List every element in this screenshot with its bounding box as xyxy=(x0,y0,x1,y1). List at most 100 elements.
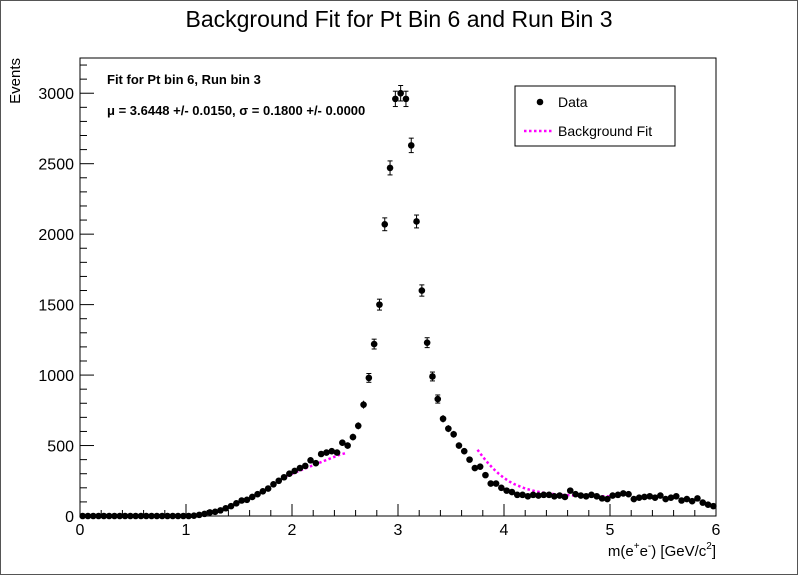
data-point xyxy=(270,480,277,488)
chart-title: Background Fit for Pt Bin 6 and Run Bin … xyxy=(185,6,613,32)
y-tick-label: 1500 xyxy=(38,298,74,315)
data-point xyxy=(381,220,389,228)
data-point xyxy=(471,464,479,472)
data-point xyxy=(413,218,420,225)
data-point xyxy=(323,449,330,456)
data-point xyxy=(312,459,320,467)
legend-data-label: Data xyxy=(558,94,588,110)
data-point xyxy=(609,492,616,499)
data-point xyxy=(354,422,362,430)
data-point xyxy=(360,401,367,408)
data-point xyxy=(153,512,161,520)
y-tick-label: 0 xyxy=(65,509,74,526)
data-point xyxy=(593,492,601,500)
data-point xyxy=(487,480,495,487)
data-point xyxy=(694,495,701,502)
data-point xyxy=(635,494,643,501)
fit-annotation-title: Fit for Pt bin 6, Run bin 3 xyxy=(107,72,261,87)
data-point xyxy=(672,492,680,500)
data-point xyxy=(217,507,224,514)
data-point xyxy=(556,492,563,499)
data-point xyxy=(492,480,500,487)
data-point xyxy=(190,512,198,520)
data-point xyxy=(476,463,484,470)
data-point xyxy=(445,425,452,432)
data-point xyxy=(604,495,611,503)
legend-data-marker xyxy=(536,98,544,106)
data-point xyxy=(248,493,256,501)
data-point xyxy=(132,512,139,520)
data-point xyxy=(540,491,548,499)
x-tick-label: 3 xyxy=(394,522,403,539)
x-tick-label: 1 xyxy=(182,522,191,539)
data-point xyxy=(84,512,92,520)
x-tick-label: 0 xyxy=(76,522,85,539)
data-point xyxy=(551,492,558,500)
x-tick-label: 2 xyxy=(288,522,297,539)
data-point xyxy=(349,433,357,441)
y-tick-label: 2000 xyxy=(38,227,74,244)
data-point xyxy=(105,512,113,520)
data-point xyxy=(275,477,283,485)
data-point xyxy=(667,494,675,501)
data-point xyxy=(529,491,537,499)
data-point xyxy=(678,497,685,504)
data-point xyxy=(116,512,124,520)
data-point xyxy=(503,487,510,494)
y-tick-label: 1000 xyxy=(38,368,74,385)
data-point xyxy=(482,471,489,479)
data-point xyxy=(148,512,155,520)
data-point xyxy=(164,512,171,520)
x-tick-label: 5 xyxy=(606,522,615,539)
data-point xyxy=(423,339,431,346)
data-point xyxy=(614,491,622,499)
data-point xyxy=(572,490,579,498)
x-axis-label: m(e+e-) [GeV/c2] xyxy=(608,541,716,560)
data-point xyxy=(280,473,288,481)
data-point xyxy=(710,502,717,510)
data-point xyxy=(238,497,245,504)
data-point xyxy=(524,492,532,500)
data-point xyxy=(174,512,182,520)
data-point xyxy=(439,415,447,423)
data-point xyxy=(598,495,606,502)
data-point xyxy=(508,488,516,496)
background-fit-series xyxy=(286,449,611,498)
data-point xyxy=(254,490,261,498)
data-point xyxy=(407,142,415,149)
data-point xyxy=(683,495,691,503)
data-point xyxy=(121,512,129,520)
data-point xyxy=(397,89,404,97)
y-tick-label: 500 xyxy=(47,439,74,456)
data-point xyxy=(429,373,436,380)
data-point xyxy=(619,490,627,497)
y-tick-label: 3000 xyxy=(38,86,74,103)
data-point xyxy=(185,512,192,520)
data-point xyxy=(344,442,351,449)
data-point xyxy=(243,496,251,504)
data-point xyxy=(662,495,669,503)
x-tick-label: 4 xyxy=(500,522,509,539)
data-point xyxy=(286,470,293,478)
legend-fit-label: Background Fit xyxy=(558,123,652,139)
data-point xyxy=(137,512,145,520)
data-point xyxy=(211,508,219,516)
data-point xyxy=(259,488,267,495)
data-point xyxy=(328,447,336,455)
data-point xyxy=(296,464,304,472)
data-point xyxy=(434,395,442,403)
data-point xyxy=(365,374,373,382)
data-point xyxy=(657,492,664,499)
data-point xyxy=(201,510,208,518)
data-point xyxy=(158,512,166,520)
data-point xyxy=(641,493,648,501)
data-point xyxy=(561,493,569,501)
data-point xyxy=(402,95,410,103)
data-point xyxy=(222,504,230,512)
data-point xyxy=(418,287,426,294)
data-point xyxy=(651,494,659,501)
data-point xyxy=(333,449,341,456)
data-point xyxy=(513,491,521,499)
data-point xyxy=(180,512,187,520)
data-point xyxy=(301,462,309,470)
